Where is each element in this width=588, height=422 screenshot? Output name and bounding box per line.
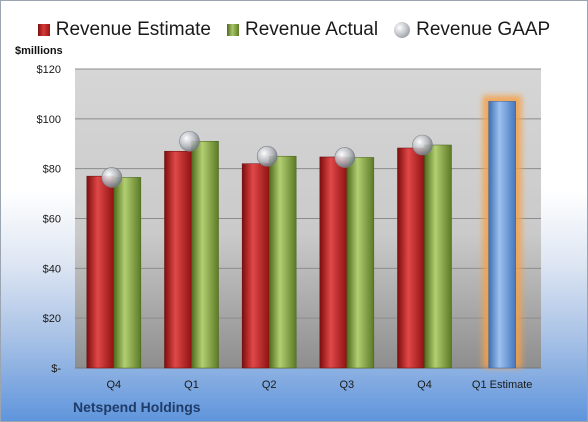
bar-revenue-estimate — [241, 163, 270, 369]
x-tick-label: Q3 — [339, 379, 354, 391]
x-tick-label: Q1 — [184, 379, 199, 391]
bar-revenue-estimate — [397, 147, 425, 369]
bar-revenue-estimate — [164, 150, 192, 369]
legend-label-gaap: Revenue GAAP — [416, 19, 551, 40]
y-tick-label: $- — [51, 363, 61, 375]
x-tick-label: Q4 — [106, 379, 121, 391]
y-tick-label: $60 — [43, 214, 61, 226]
marker-revenue-gaap — [256, 145, 278, 167]
company-name: Netspend Holdings — [73, 399, 201, 415]
bar-revenue-actual — [191, 141, 219, 369]
bar-revenue-actual — [346, 157, 375, 369]
y-tick-label: $40 — [43, 263, 61, 275]
y-axis-unit-label: $millions — [15, 45, 63, 57]
bar-revenue-estimate — [86, 175, 115, 369]
chart-legend: Revenue Estimate Revenue Actual Revenue … — [1, 15, 587, 45]
bar-revenue-actual — [268, 155, 297, 369]
y-tick-label: $100 — [37, 114, 61, 126]
legend-item-actual: Revenue Actual — [227, 19, 378, 41]
y-tick-label: $20 — [43, 313, 61, 325]
legend-label-estimate: Revenue Estimate — [55, 19, 211, 40]
y-tick-label: $80 — [43, 164, 61, 176]
marker-revenue-gaap — [334, 147, 356, 168]
x-tick-label: Q1 Estimate — [472, 379, 533, 391]
legend-swatch-estimate — [37, 24, 50, 36]
bar-revenue-estimate — [319, 156, 348, 369]
legend-item-gaap: Revenue GAAP — [394, 19, 550, 41]
marker-revenue-gaap — [412, 134, 433, 156]
y-tick-label: $120 — [37, 64, 61, 76]
x-tick-label: Q4 — [417, 379, 432, 391]
x-tick-label: Q2 — [262, 379, 277, 391]
marker-revenue-gaap — [101, 167, 123, 188]
bar-revenue-actual — [424, 144, 452, 369]
legend-item-estimate: Revenue Estimate — [37, 19, 211, 41]
legend-swatch-actual — [227, 24, 239, 36]
bar-revenue-actual — [113, 177, 142, 369]
legend-swatch-gaap — [394, 22, 411, 38]
bar-revenue-estimate-forecast — [488, 101, 516, 369]
marker-revenue-gaap — [179, 130, 200, 152]
legend-label-actual: Revenue Actual — [245, 19, 379, 40]
